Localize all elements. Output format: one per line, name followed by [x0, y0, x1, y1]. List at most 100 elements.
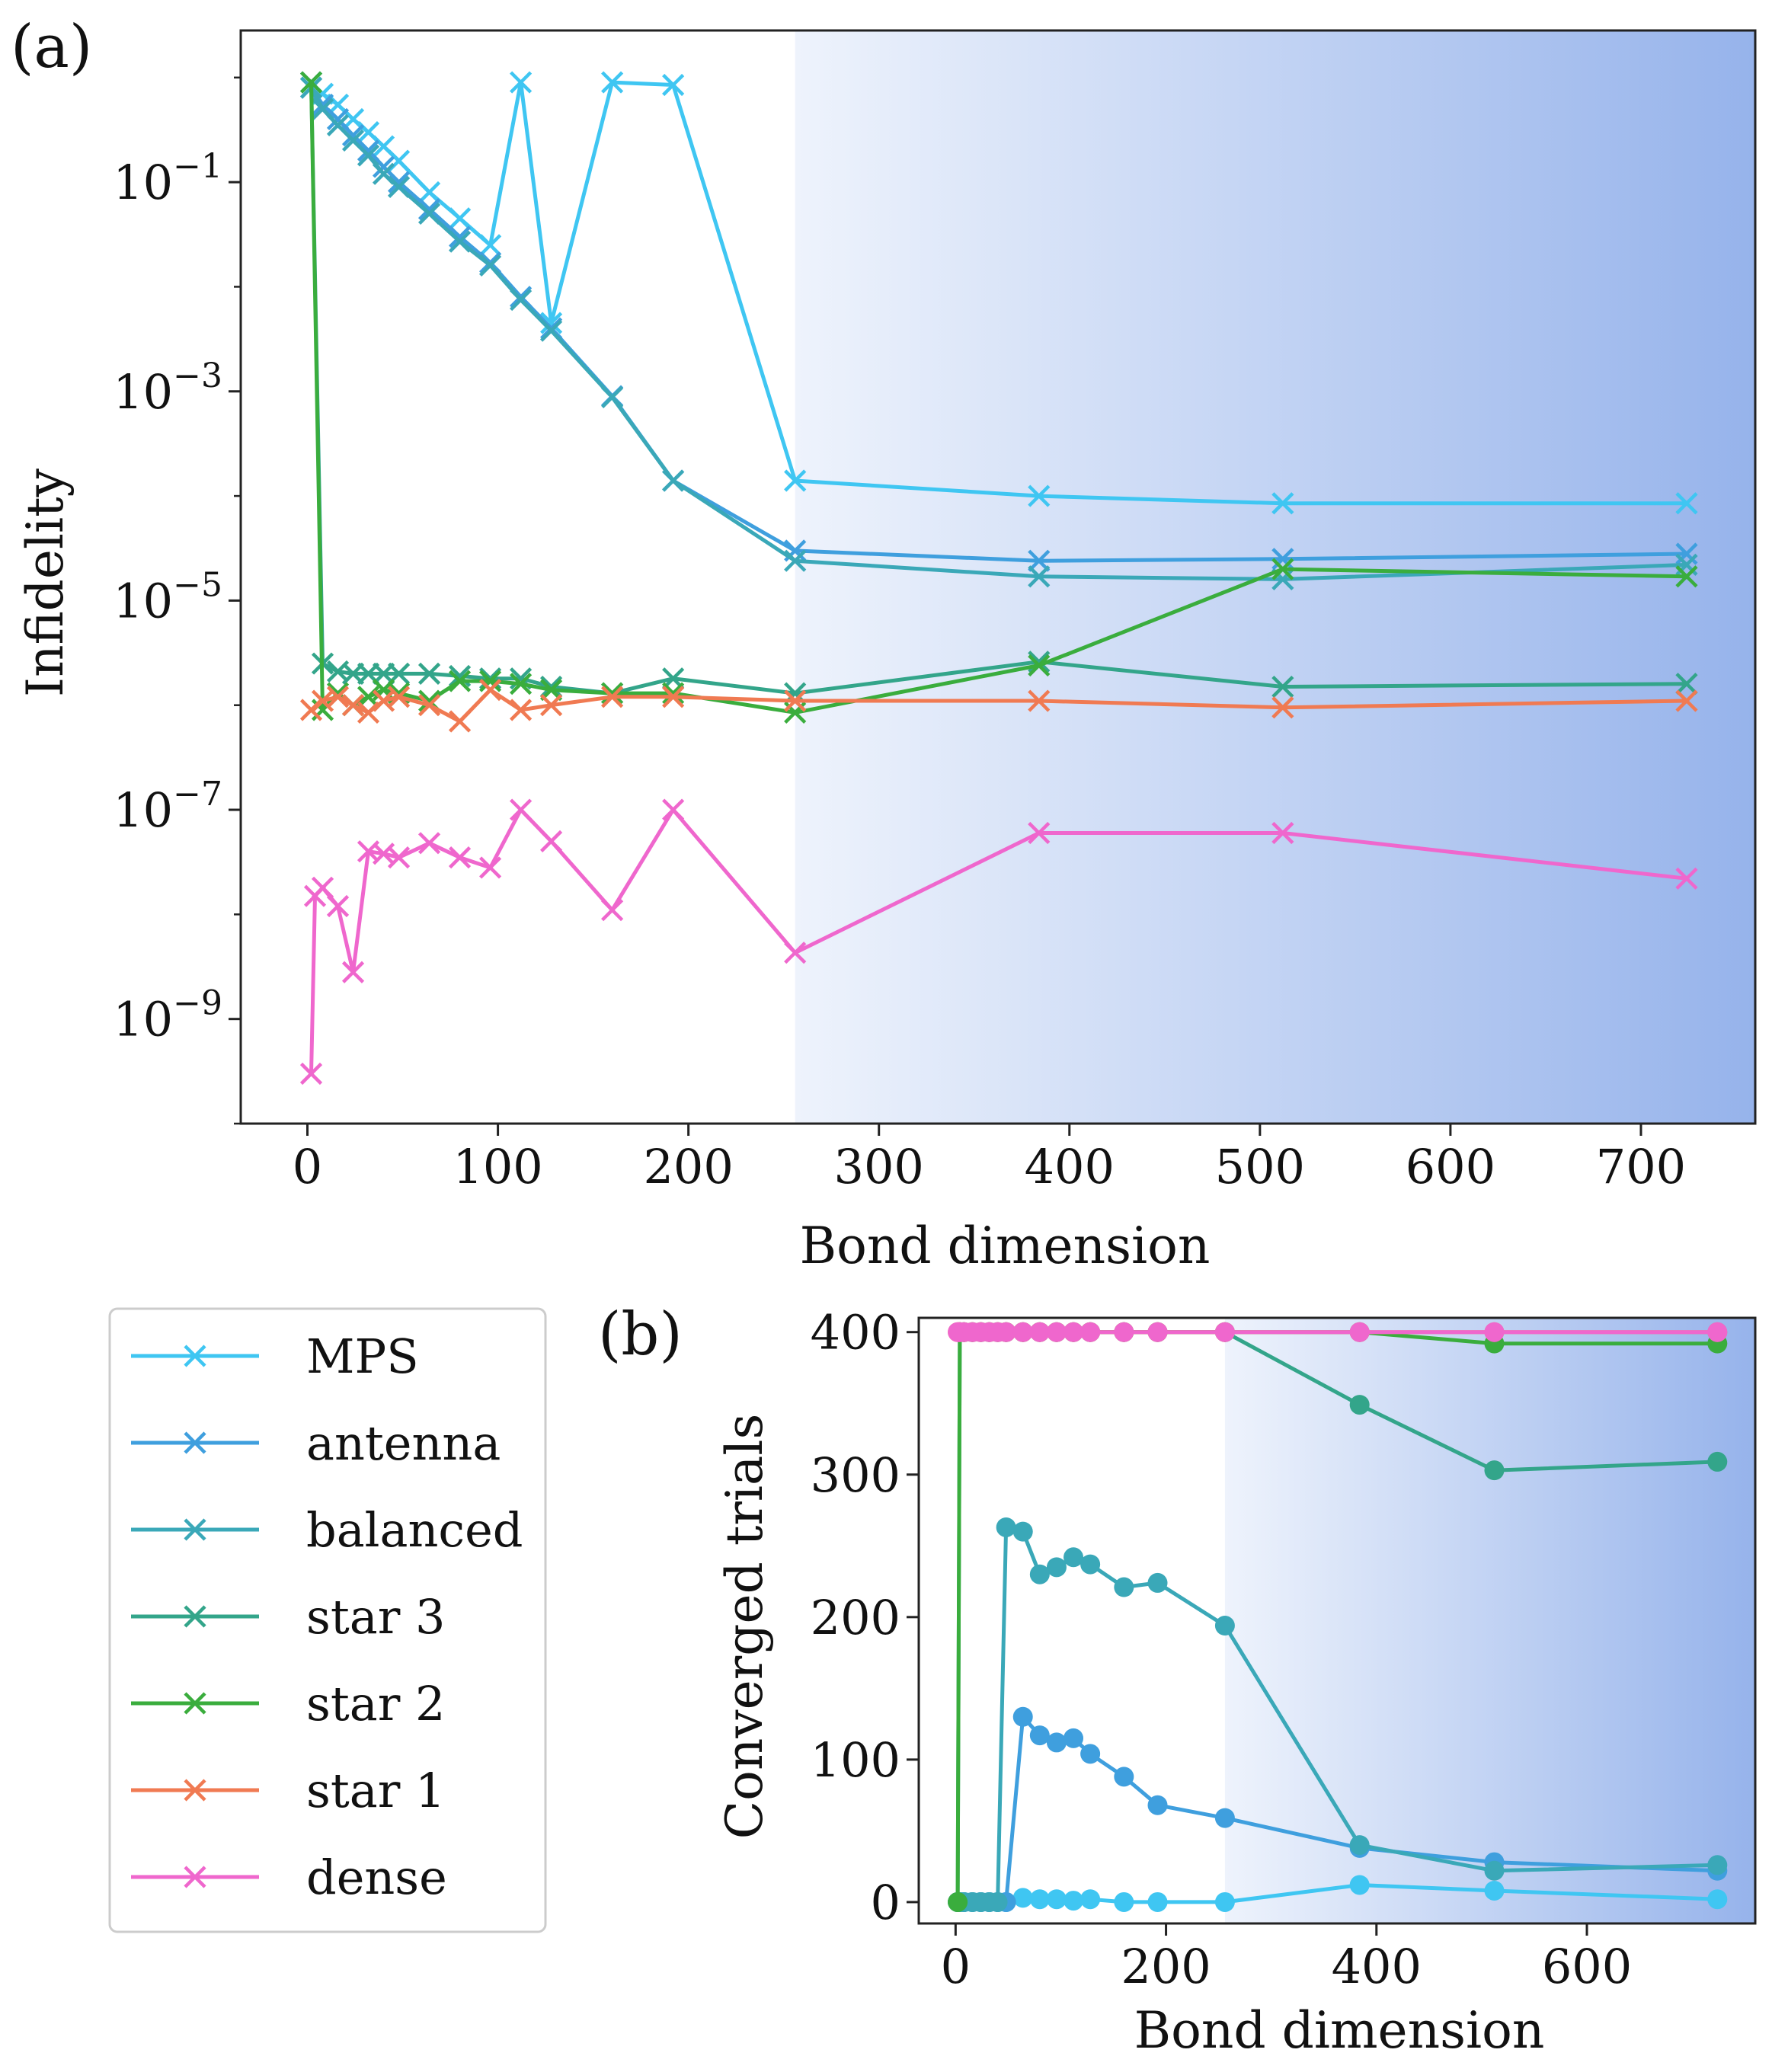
- point-mps-a-13: [662, 73, 685, 97]
- point-mps-b-11: [1064, 1891, 1084, 1911]
- legend-marker-star-3: [184, 1605, 206, 1628]
- point-star-2-a-8: [448, 670, 472, 692]
- point-dense-a-14: [662, 798, 685, 821]
- point-antenna-a-8: [448, 225, 472, 248]
- point-balanced-a-12: [601, 385, 624, 408]
- point-balanced-a-15: [1028, 565, 1051, 588]
- point-star-1-a-4: [357, 701, 380, 724]
- point-antenna-b-15: [1214, 1808, 1235, 1828]
- point-mps-a-16: [1271, 492, 1294, 515]
- point-star-1-a-17: [1675, 689, 1698, 712]
- point-star-1-a-8: [448, 710, 472, 733]
- point-star-1-a-13: [662, 686, 685, 708]
- point-mps-b-8: [1012, 1888, 1033, 1908]
- shaded-region-b: [1224, 1318, 1755, 1923]
- x-tick-label-a-5: 500: [1215, 1139, 1305, 1194]
- x-tick-label-a-1: 100: [453, 1139, 542, 1194]
- legend-entry-star-3: star 3: [131, 1589, 446, 1645]
- point-balanced-a-11: [540, 319, 563, 342]
- point-star-3-b-17: [1484, 1460, 1505, 1481]
- point-balanced-b-8: [1012, 1521, 1033, 1542]
- legend-label-mps: MPS: [306, 1329, 419, 1384]
- point-dense-a-16: [1028, 821, 1051, 845]
- point-mps-a-10: [510, 71, 533, 94]
- point-dense-a-4: [341, 961, 365, 983]
- y-tick-label-b-1: 100: [811, 1732, 900, 1788]
- point-dense-a-18: [1675, 867, 1698, 890]
- point-star-3-a-17: [1675, 673, 1698, 695]
- legend-entry-star-2: star 2: [131, 1676, 446, 1731]
- point-antenna-b-12: [1080, 1744, 1101, 1764]
- point-dense-a-8: [417, 832, 441, 855]
- point-antenna-a-15: [1028, 549, 1051, 572]
- point-star-2-a-10: [510, 673, 533, 695]
- point-dense-a-9: [448, 846, 472, 869]
- point-mps-a-12: [601, 71, 624, 94]
- point-antenna-b-14: [1147, 1795, 1168, 1815]
- legend-label-antenna: antenna: [306, 1415, 501, 1471]
- y-tick-label-a-4: 10−9: [113, 984, 222, 1047]
- point-mps-a-15: [1028, 484, 1051, 507]
- ticks-b: 0 200 400 600 0 100 200 300 400: [811, 1305, 1633, 1994]
- legend-entry-star-1: star 1: [131, 1763, 446, 1818]
- x-tick-label-b-1: 200: [1121, 1939, 1211, 1994]
- point-mps-a-8: [448, 207, 472, 230]
- point-star-1-a-6: [387, 686, 411, 708]
- point-dense-b-13: [1114, 1322, 1134, 1342]
- y-axis-label-b: Converged trials: [715, 1414, 774, 1840]
- point-balanced-b-7: [996, 1517, 1016, 1537]
- x-tick-label-a-0: 0: [293, 1139, 322, 1194]
- x-tick-label-a-3: 300: [834, 1139, 924, 1194]
- point-antenna-a-7: [417, 198, 441, 221]
- point-balanced-b-13: [1114, 1577, 1134, 1597]
- x-tick-label-b-3: 600: [1542, 1939, 1632, 1994]
- point-mps-b-13: [1114, 1891, 1134, 1912]
- point-mps-a-7: [417, 181, 441, 204]
- legend-label-star-1: star 1: [306, 1763, 446, 1818]
- point-mps-b-18: [1707, 1889, 1728, 1910]
- point-star-3-b-18: [1707, 1451, 1728, 1472]
- panel-label-b: (b): [598, 1300, 683, 1369]
- point-dense-a-12: [540, 830, 563, 852]
- series-dense-b: [948, 1322, 1728, 1342]
- legend-entry-balanced: balanced: [131, 1502, 523, 1558]
- point-star-2-a-9: [478, 670, 502, 692]
- point-dense-b-8: [1012, 1322, 1033, 1342]
- point-star-3-a-16: [1271, 675, 1294, 699]
- point-balanced-b-18: [1707, 1855, 1728, 1875]
- point-star-2-b-0: [948, 1891, 968, 1912]
- y-tick-label-a-1: 10−3: [113, 357, 222, 420]
- y-tick-label-a-0: 10−1: [113, 147, 222, 210]
- legend-marker-dense: [184, 1866, 206, 1888]
- legend-marker-balanced: [184, 1518, 206, 1541]
- point-star-3-a-7: [417, 662, 441, 685]
- point-star-1-a-3: [341, 694, 365, 717]
- point-mps-b-10: [1046, 1889, 1067, 1910]
- point-dense-b-11: [1064, 1322, 1084, 1342]
- point-star-1-a-16: [1271, 696, 1294, 719]
- point-dense-a-10: [478, 856, 502, 879]
- point-star-2-a-16: [1271, 558, 1294, 580]
- point-dense-b-15: [1214, 1322, 1235, 1342]
- point-star-1-a-9: [478, 679, 502, 702]
- point-dense-b-9: [1029, 1322, 1050, 1342]
- x-tick-label-a-6: 600: [1406, 1139, 1495, 1194]
- point-star-1-a-15: [1028, 689, 1051, 712]
- series-star-1-a: [299, 679, 1698, 733]
- point-mps-b-14: [1147, 1891, 1168, 1912]
- point-balanced-b-17: [1484, 1860, 1505, 1881]
- point-star-1-a-7: [417, 694, 441, 717]
- point-antenna-b-11: [1064, 1728, 1084, 1748]
- point-dense-a-13: [601, 899, 624, 922]
- legend-entry-dense: dense: [131, 1850, 447, 1905]
- legend-marker-antenna: [184, 1431, 206, 1454]
- y-tick-label-a-3: 10−7: [113, 775, 222, 838]
- point-dense-b-18: [1707, 1322, 1728, 1342]
- legend-frame: [108, 1307, 547, 1933]
- point-dense-a-17: [1271, 821, 1294, 845]
- point-mps-a-9: [478, 234, 502, 257]
- point-antenna-a-6: [387, 171, 411, 193]
- y-tick-label-b-2: 200: [811, 1590, 900, 1645]
- point-dense-a-7: [387, 846, 411, 869]
